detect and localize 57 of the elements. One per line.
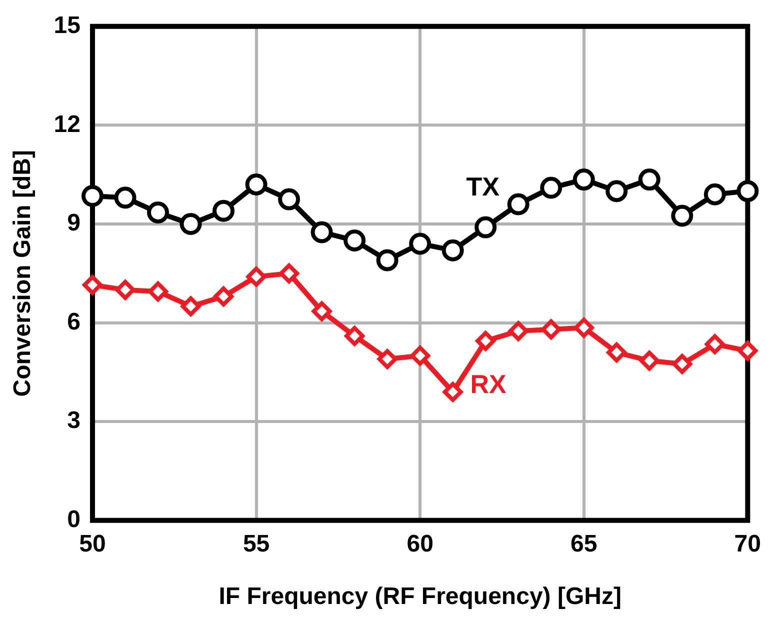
point <box>639 350 660 371</box>
point <box>541 319 562 340</box>
point <box>540 176 562 199</box>
point <box>671 204 694 227</box>
y-tick-label: 12 <box>54 110 80 138</box>
point <box>409 232 432 255</box>
point <box>147 201 170 224</box>
point <box>377 349 398 370</box>
series-label: TX <box>466 172 500 202</box>
point <box>442 239 464 262</box>
point <box>310 221 333 244</box>
point <box>114 186 136 209</box>
point <box>180 296 201 316</box>
point <box>738 340 758 361</box>
y-tick-label: 9 <box>67 210 80 237</box>
point <box>278 188 300 210</box>
x-tick-label: 55 <box>242 530 270 558</box>
point <box>736 180 759 202</box>
point <box>376 249 398 272</box>
y-tick-label: 15 <box>54 12 80 40</box>
x-axis-title: IF Frequency (RF Frequency) [GHz] <box>218 583 622 610</box>
point <box>214 286 234 306</box>
point <box>474 216 497 238</box>
point <box>212 200 235 222</box>
point <box>508 321 528 342</box>
point <box>344 229 366 252</box>
point <box>148 282 168 302</box>
point <box>81 185 104 208</box>
point <box>279 263 300 284</box>
point <box>476 330 496 351</box>
point <box>507 193 530 216</box>
point <box>115 280 136 300</box>
point <box>312 301 332 322</box>
point <box>574 318 594 338</box>
point <box>672 354 692 374</box>
x-tick-label: 60 <box>406 530 434 558</box>
x-tick-label: 50 <box>79 530 106 558</box>
point <box>638 168 660 191</box>
point <box>246 266 266 287</box>
point <box>606 180 628 202</box>
x-tick-label: 70 <box>734 530 762 558</box>
y-tick-label: 3 <box>67 407 80 434</box>
y-axis-title: Conversion Gain [dB] <box>9 150 36 397</box>
x-tick-label: 65 <box>570 530 598 558</box>
point <box>606 342 627 362</box>
series-label: RX <box>470 369 508 400</box>
point <box>82 274 102 295</box>
point <box>410 346 430 366</box>
point <box>344 326 365 346</box>
point <box>704 183 726 206</box>
point <box>180 213 202 235</box>
point <box>704 334 725 354</box>
point <box>572 168 595 191</box>
point <box>245 173 268 196</box>
y-tick-label: 6 <box>67 308 80 336</box>
point <box>442 382 463 402</box>
y-tick-label: 0 <box>67 506 80 534</box>
